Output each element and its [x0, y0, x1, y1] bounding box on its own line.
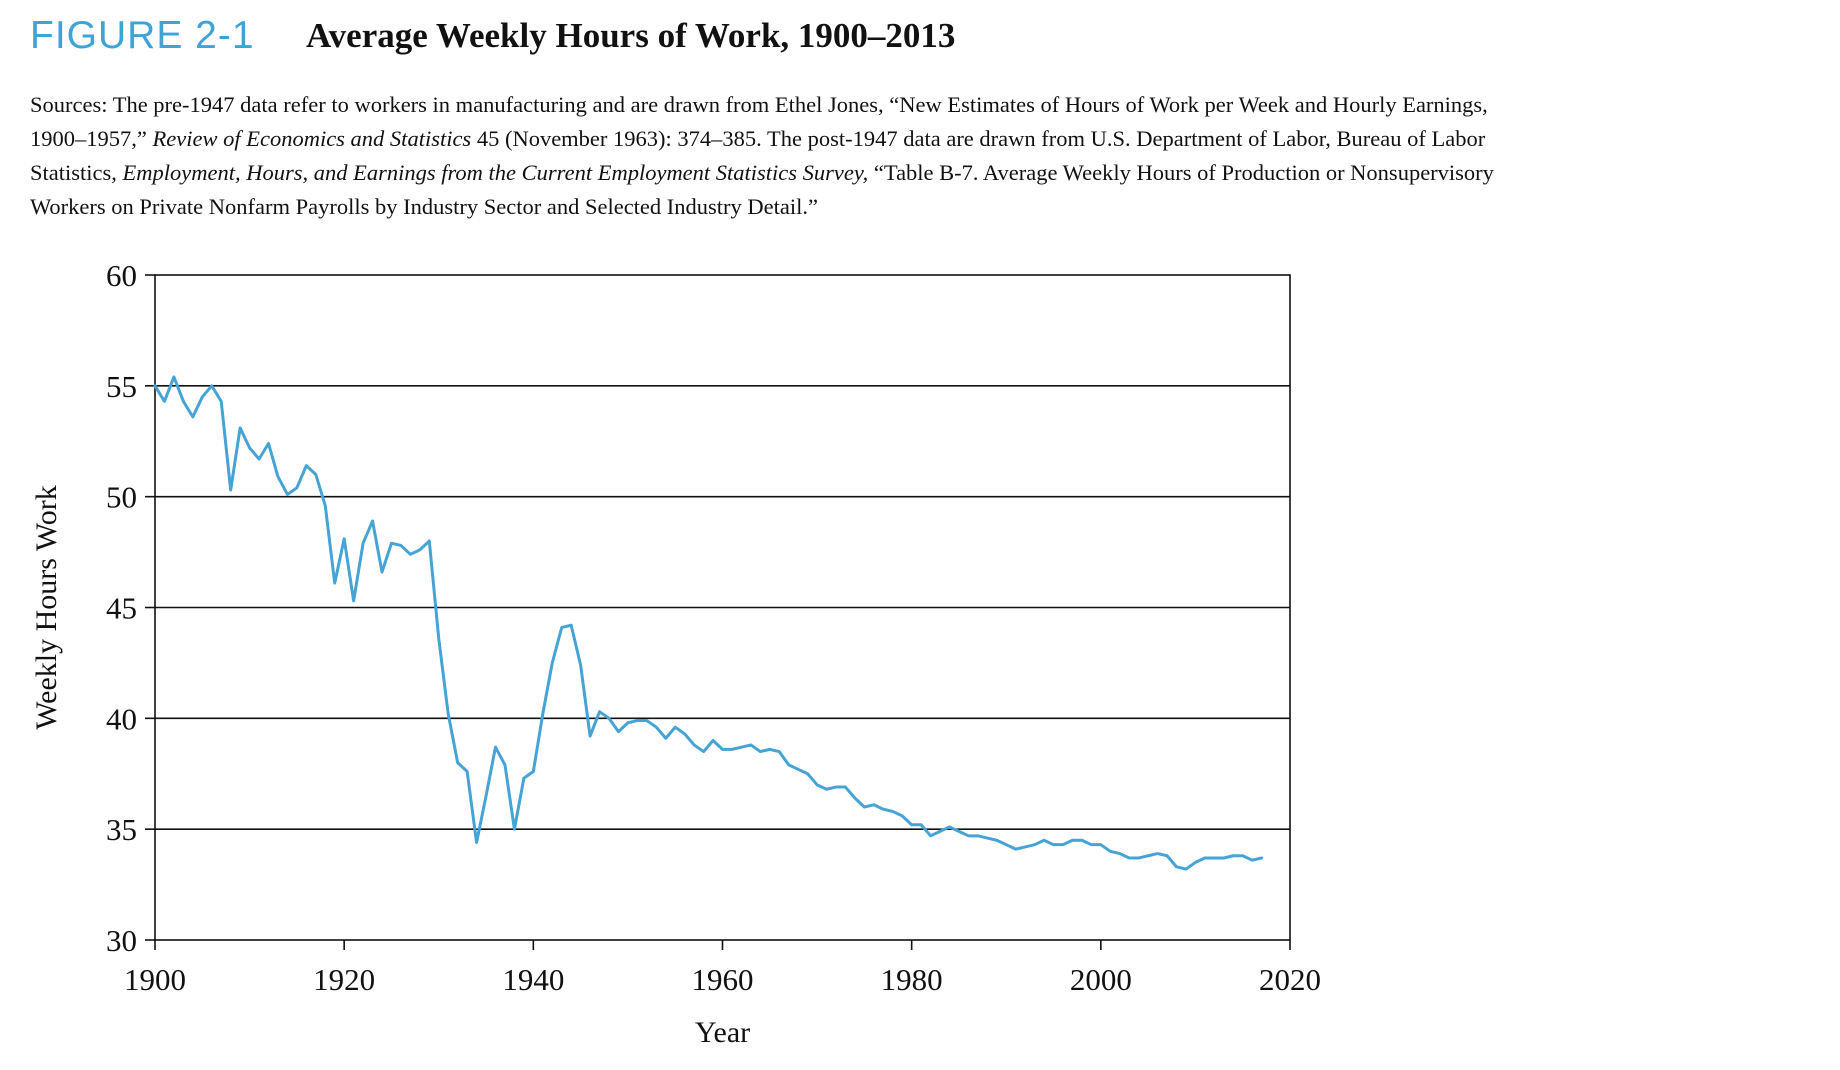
gridlines: [155, 385, 1290, 830]
x-tick-label: 2000: [1070, 962, 1132, 997]
sources-text: Statistics,: [30, 160, 123, 185]
y-tick-label: 60: [106, 258, 137, 293]
axis-ticks: [145, 274, 1291, 950]
x-tick-label: 2020: [1259, 962, 1321, 997]
y-tick-label: 45: [106, 591, 137, 626]
sources-line-2: 1900–1957,” Review of Economics and Stat…: [30, 122, 1830, 156]
y-tick-label: 55: [106, 369, 137, 404]
sources-text: 1900–1957,”: [30, 126, 153, 151]
y-tick-label: 30: [106, 923, 137, 958]
line-chart: 30 35 40 45 50 55 60 1900 1920 1940 1960 1980 2000 2…: [30, 258, 1321, 1049]
sources-journal-title: Review of Economics and Statistics: [152, 126, 472, 151]
sources-publication-title: Employment, Hours, and Earnings from the…: [122, 160, 869, 185]
x-tick-label: 1940: [502, 962, 564, 997]
x-axis-label: Year: [695, 1016, 750, 1049]
sources-text: 45 (November 1963): 374–385. The post-19…: [471, 126, 1486, 151]
figure-label: FIGURE 2-1: [30, 14, 255, 57]
x-tick-label: 1960: [692, 962, 754, 997]
sources-note: Sources: The pre-1947 data refer to work…: [30, 88, 1830, 224]
sources-text: “Table B-7. Average Weekly Hours of Prod…: [868, 160, 1494, 185]
x-tick-label: 1920: [313, 962, 375, 997]
figure-header: FIGURE 2-1 Average Weekly Hours of Work,…: [30, 8, 955, 64]
figure-title: Average Weekly Hours of Work, 1900–2013: [306, 16, 956, 55]
x-tick-label: 1900: [124, 962, 186, 997]
y-tick-label: 40: [106, 701, 137, 736]
y-tick-label: 35: [106, 812, 137, 847]
sources-line-3: Statistics, Employment, Hours, and Earni…: [30, 156, 1830, 190]
y-tick-label: 50: [106, 480, 137, 515]
sources-line-1: Sources: The pre-1947 data refer to work…: [30, 92, 1488, 117]
series-line-weekly-hours: [153, 375, 1264, 871]
x-tick-labels: 1900 1920 1940 1960 1980 2000 2020: [124, 962, 1321, 997]
x-tick-label: 1980: [881, 962, 943, 997]
sources-line-4: Workers on Private Nonfarm Payrolls by I…: [30, 194, 818, 219]
y-axis-label: Weekly Hours Work: [30, 485, 63, 730]
y-tick-labels: 30 35 40 45 50 55 60: [106, 258, 137, 958]
